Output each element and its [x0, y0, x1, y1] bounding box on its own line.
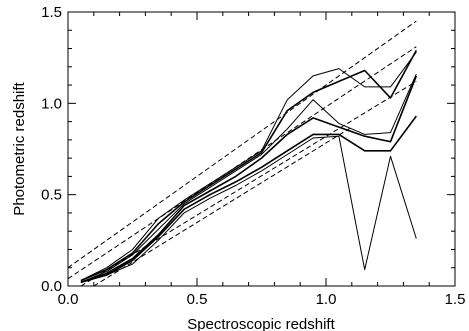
series-line-5: [80, 135, 417, 283]
x-tick-label: 1.0: [316, 291, 337, 308]
x-tick-label: 0.5: [187, 291, 208, 308]
series-line-0: [80, 51, 417, 281]
series-line-2: [80, 73, 417, 283]
series-line-4: [80, 115, 417, 284]
dashed-reference-line-8: [80, 80, 417, 286]
x-tick-label: 1.5: [445, 291, 466, 308]
y-axis-label: Photometric redshift: [11, 81, 28, 215]
dashed-reference-line-9: [93, 126, 353, 286]
series-layer: [68, 20, 418, 286]
y-tick-label: 0.0: [41, 278, 62, 295]
series-line-3: [80, 75, 418, 284]
y-tick-label: 1.0: [41, 95, 62, 112]
series-line-1: [80, 50, 418, 282]
x-axis-label: Spectroscopic redshift: [187, 316, 335, 331]
x-tick-label: 0.0: [58, 291, 79, 308]
y-tick-label: 1.5: [41, 4, 62, 21]
dashed-reference-line-7: [68, 46, 417, 280]
axes-layer: 0.0 0.5 1.0 1.5 0.0 0.5 1.0 1.5: [41, 4, 465, 308]
dashed-reference-line-6: [68, 20, 417, 269]
plot-frame: [67, 11, 456, 287]
y-tick-label: 0.5: [41, 187, 62, 204]
